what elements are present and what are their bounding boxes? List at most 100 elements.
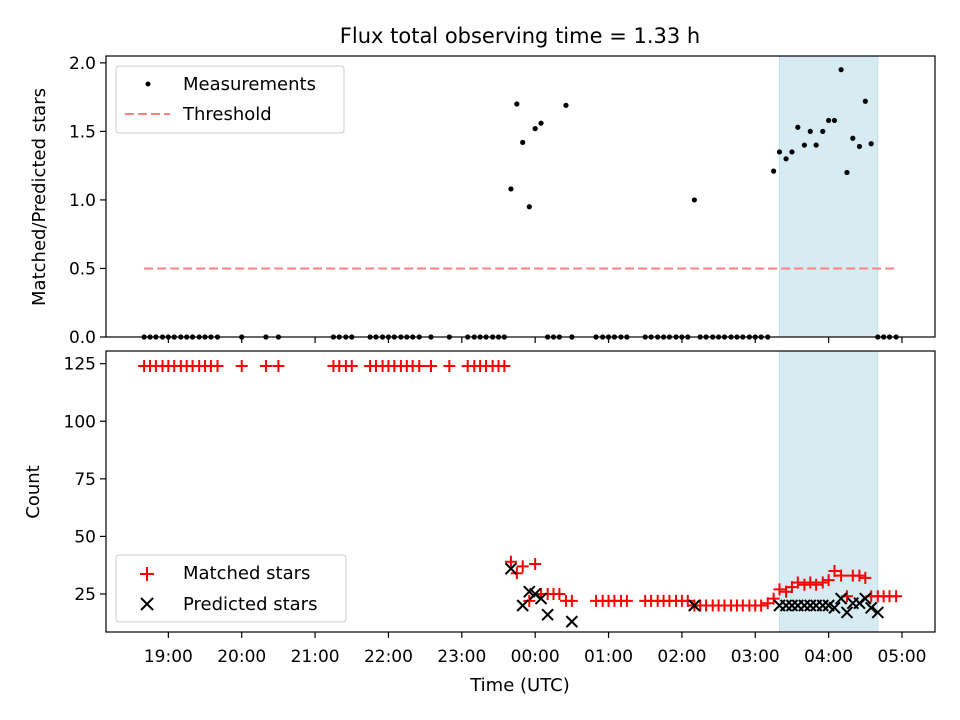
legend-predicted-marker — [140, 597, 154, 611]
predicted-star-point — [828, 601, 841, 615]
predicted-star-point — [864, 601, 878, 615]
measurement-point — [801, 142, 808, 148]
x-tick-label: 21:00 — [291, 647, 340, 667]
top-y-tick-label: 1.5 — [69, 122, 96, 142]
x-tick-label: 23:00 — [437, 647, 486, 667]
matched-star-point — [424, 359, 437, 372]
bottom-axes-frame — [105, 350, 936, 633]
measurement-point — [789, 149, 795, 155]
predicted-star-point — [565, 615, 579, 628]
bottom-highlight-span — [778, 350, 879, 633]
x-tick-label: 00:00 — [511, 647, 560, 667]
measurement-point — [862, 98, 868, 104]
predicted-star-point — [834, 592, 848, 605]
measurement-point — [844, 169, 850, 176]
measurement-point — [526, 204, 532, 210]
predicted-star-point — [504, 562, 518, 575]
matched-star-point — [516, 560, 529, 573]
matched-star-point — [755, 599, 768, 612]
legend-measurement-marker — [145, 81, 151, 87]
matched-star-point — [620, 594, 633, 607]
predicted-star-point — [804, 599, 817, 612]
measurement-point — [795, 124, 801, 130]
x-tick-label: 19:00 — [144, 647, 193, 667]
matched-star-point — [810, 578, 823, 591]
top-legend-box — [115, 65, 345, 134]
top-y-tick-label: 0.5 — [69, 259, 96, 279]
measurement-point — [850, 135, 856, 141]
legend-predicted-label: Predicted stars — [183, 594, 317, 615]
bottom-y-tick-label: 100 — [64, 412, 96, 432]
matched-star-point — [498, 359, 511, 372]
predicted-star-point — [798, 599, 811, 612]
matched-star-point — [822, 574, 835, 587]
matched-star-point — [345, 359, 358, 372]
matched-star-point — [767, 592, 780, 605]
bottom-panel: 25 50 75 100 125 19:00 20:00 21:00 22:00 23:00 00… — [23, 350, 936, 696]
top-y-axis-label: Matched/Predicted stars — [29, 88, 50, 306]
bottom-y-tick-label: 125 — [64, 355, 96, 375]
top-x-ticks — [167, 337, 903, 343]
top-axes-frame — [105, 55, 936, 338]
x-tick-label: 05:00 — [877, 647, 926, 667]
matched-star-point — [504, 555, 517, 568]
top-highlight-span — [778, 55, 879, 338]
measurement-point — [856, 143, 863, 150]
predicted-star-point — [840, 606, 854, 619]
measurement-point — [826, 117, 832, 124]
measurement-point — [807, 128, 813, 134]
matched-star-point — [681, 594, 694, 607]
x-axis-label: Time (UTC) — [469, 675, 570, 696]
measurement-point — [563, 102, 569, 108]
measurement-point — [514, 101, 520, 107]
measurement-point — [776, 149, 783, 155]
legend-threshold-label: Threshold — [182, 104, 272, 125]
top-y-ticks: 0.0 0.5 1.0 1.5 2.0 — [69, 54, 106, 348]
predicted-star-point — [516, 599, 529, 612]
predicted-star-point — [785, 599, 799, 612]
measurement-point — [838, 67, 844, 73]
top-panel: 0.00.51.01.52.0 Matched/Predicted stars … — [29, 54, 936, 348]
legend-matched-marker — [140, 567, 154, 581]
measurement-point — [831, 117, 838, 124]
predicted-stars-points — [504, 562, 884, 628]
predicted-star-point — [871, 606, 884, 619]
top-y-tick-label: 2.0 — [69, 54, 96, 74]
predicted-star-point — [541, 608, 554, 621]
top-legend: Measurements Threshold — [115, 65, 345, 134]
x-tick-label: 02:00 — [657, 647, 706, 667]
bottom-y-tick-label: 75 — [74, 470, 96, 490]
matched-star-point — [835, 569, 848, 582]
predicted-star-point — [688, 599, 701, 612]
matched-star-point — [890, 590, 903, 603]
bottom-x-ticks: 19:00 20:00 21:00 22:00 23:00 00:00 01:00 02:00… — [144, 632, 926, 667]
measurement-point — [508, 186, 514, 192]
x-tick-label: 03:00 — [731, 647, 780, 667]
matched-star-point — [773, 583, 786, 596]
predicted-star-point — [534, 592, 548, 605]
matched-star-point — [443, 359, 456, 372]
matched-star-point — [853, 569, 866, 582]
predicted-star-point — [779, 599, 793, 612]
matched-star-point — [235, 359, 248, 372]
matched-star-point — [529, 558, 542, 571]
top-y-tick-label: 1.0 — [69, 191, 96, 211]
bottom-legend-box — [115, 554, 347, 623]
legend-matched-label: Matched stars — [183, 563, 310, 584]
matched-star-point — [413, 359, 426, 372]
matched-star-point — [211, 359, 224, 372]
x-tick-label: 01:00 — [584, 647, 633, 667]
measurement-point — [783, 156, 789, 162]
bottom-y-ticks: 25 50 75 100 125 — [64, 355, 106, 605]
bottom-legend: Matched stars Predicted stars — [115, 554, 347, 623]
matched-star-point — [523, 594, 536, 607]
x-tick-label: 22:00 — [364, 647, 413, 667]
x-tick-label: 04:00 — [804, 647, 853, 667]
measurement-point — [868, 141, 874, 147]
matched-star-point — [816, 576, 829, 589]
matched-star-point — [553, 587, 566, 600]
matched-star-point — [565, 594, 578, 607]
legend-measurements-label: Measurements — [183, 74, 316, 95]
chart-title: Flux total observing time = 1.33 h — [340, 24, 700, 48]
